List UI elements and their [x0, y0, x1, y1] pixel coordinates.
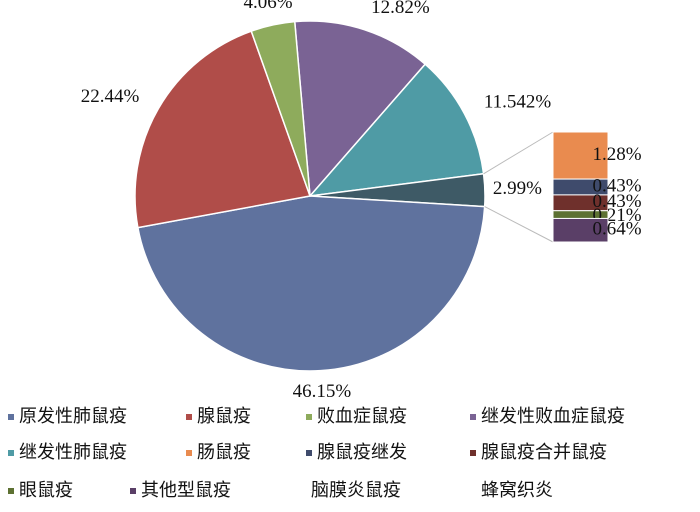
pie-slice — [308, 63, 485, 197]
bar-label: 0.43% — [592, 175, 641, 196]
bar-label: 1.28% — [592, 144, 641, 165]
legend-marker — [306, 414, 312, 420]
legend-marker — [130, 488, 136, 494]
legend-label: 腺鼠疫继发 — [317, 442, 407, 463]
legend-marker — [300, 488, 306, 494]
legend-label: 其他型鼠疫 — [141, 480, 231, 501]
legend-label: 败血症鼠疫 — [317, 406, 407, 427]
connector — [484, 206, 554, 243]
legend-marker — [470, 450, 476, 456]
legend-label: 脑膜炎鼠疫 — [311, 480, 401, 501]
legend-label: 继发性肺鼠疫 — [19, 442, 127, 463]
legend-label: 腺鼠疫 — [197, 406, 251, 427]
bar-label: 0.43% — [592, 191, 641, 212]
slice-label: 12.82% — [371, 0, 430, 18]
slice-label: 2.99% — [493, 178, 542, 199]
legend-marker — [306, 450, 312, 456]
slice-label: 46.15% — [293, 381, 352, 402]
legend-label: 原发性肺鼠疫 — [19, 406, 127, 427]
legend-marker — [8, 450, 14, 456]
legend-marker — [186, 414, 192, 420]
legend-label: 眼鼠疫 — [19, 480, 73, 501]
legend-marker — [8, 488, 14, 494]
legend-marker — [470, 414, 476, 420]
slice-label: 11.542% — [484, 92, 552, 113]
slice-label: 22.44% — [81, 86, 140, 107]
bar-segment — [552, 217, 609, 243]
legend-label: 蜂窝织炎 — [481, 480, 553, 501]
legend-marker — [470, 488, 476, 494]
bar-segment — [552, 131, 609, 180]
legend-label: 肠鼠疫 — [197, 442, 251, 463]
pie-slice — [136, 195, 486, 372]
pie-slice — [293, 20, 427, 198]
pie-slice — [250, 20, 311, 197]
legend-label: 继发性败血症鼠疫 — [481, 406, 625, 427]
legend-marker — [186, 450, 192, 456]
connector — [483, 131, 554, 175]
legend-marker — [8, 414, 14, 420]
bar-label: 0.64% — [592, 219, 641, 240]
pie-slice — [134, 30, 312, 229]
slice-label: 4.06% — [243, 0, 292, 13]
legend-label: 腺鼠疫合并鼠疫 — [481, 442, 607, 463]
